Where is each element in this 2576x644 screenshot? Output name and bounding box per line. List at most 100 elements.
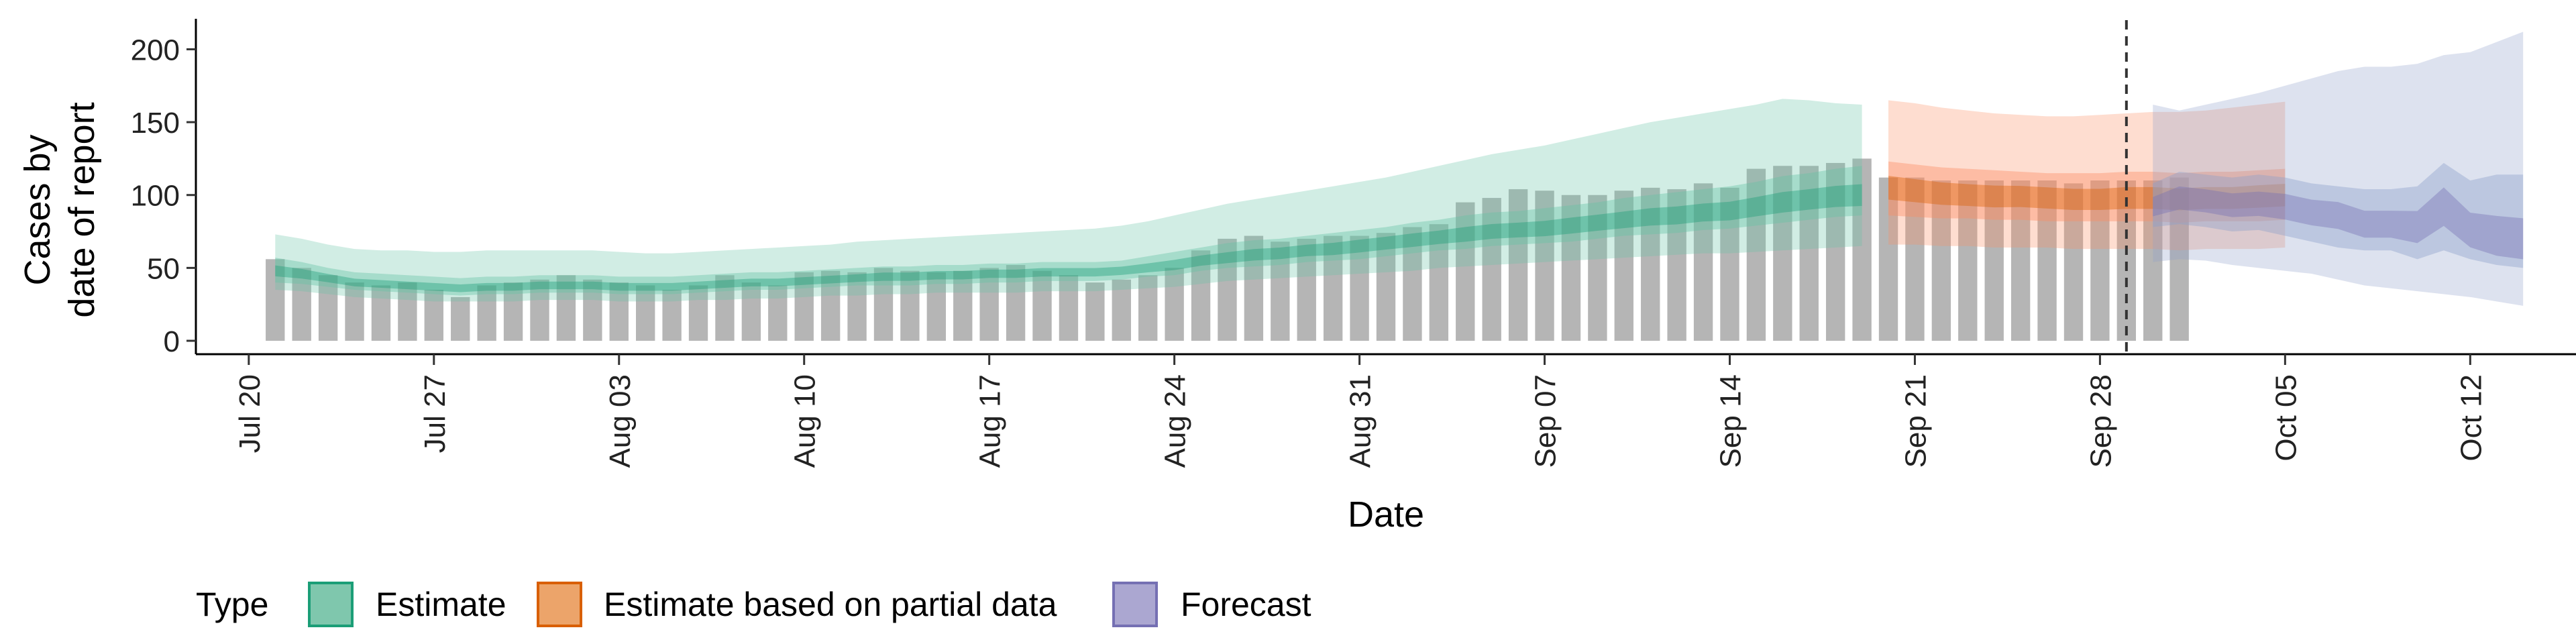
observed-bar <box>1773 166 1792 341</box>
observed-bar <box>2169 177 2189 341</box>
observed-bar <box>1799 166 1819 341</box>
observed-bar <box>1878 177 1898 341</box>
forecast-median-band <box>2153 186 2524 260</box>
observed-bar <box>1138 275 1158 341</box>
y-axis-title-line-2: date of report <box>62 102 102 317</box>
x-tick-label: Jul 20 <box>233 374 266 453</box>
x-tick-label: Aug 24 <box>1159 374 1192 468</box>
observed-bar <box>2037 180 2057 341</box>
observed-bar <box>398 282 417 341</box>
observed-bar <box>1323 235 1343 341</box>
x-tick-label: Jul 27 <box>419 374 451 453</box>
observed-bar <box>1852 158 1872 341</box>
x-tick-label: Aug 31 <box>1344 374 1377 468</box>
observed-bar <box>1376 233 1396 341</box>
observed-bar <box>371 285 391 341</box>
legend-label-estimate: Estimate <box>376 586 506 623</box>
forecast-outer-band <box>2153 32 2524 306</box>
legend-label-forecast: Forecast <box>1181 586 1311 623</box>
observed-bar <box>583 279 602 341</box>
y-tick-label: 100 <box>131 180 180 213</box>
observed-bar <box>1191 250 1211 341</box>
x-tick-label: Aug 03 <box>604 374 637 468</box>
observed-bar <box>635 285 655 341</box>
observed-bar <box>926 272 947 341</box>
observed-bar <box>1112 279 1131 341</box>
observed-bar <box>1429 224 1449 341</box>
observed-bar <box>1825 162 1845 341</box>
observed-bar <box>266 259 285 341</box>
x-tick-label: Sep 21 <box>1899 374 1932 468</box>
observed-bar <box>1958 180 1978 341</box>
observed-bar <box>662 289 682 341</box>
observed-bar <box>847 272 867 341</box>
observed-bar <box>1403 227 1422 341</box>
y-axis-title-line-1: Cases by <box>17 134 58 285</box>
observed-bar <box>1641 187 1660 341</box>
y-tick-label: 50 <box>147 252 180 285</box>
observed-bar <box>794 272 814 341</box>
x-tick-label: Sep 28 <box>2084 374 2117 468</box>
estimate-inner-band <box>275 166 1862 296</box>
observed-bar <box>2090 180 2110 341</box>
observed-bar <box>609 282 629 341</box>
partial-inner-band <box>1888 161 2286 223</box>
observed-bar <box>1482 198 1501 341</box>
y-tick-label: 0 <box>164 325 180 358</box>
observed-bar <box>1588 195 1607 341</box>
partial-outer-band <box>1888 100 2286 251</box>
y-axis-title: Cases by date of report <box>17 102 102 317</box>
observed-bar <box>292 268 311 341</box>
observed-bar <box>2143 180 2163 341</box>
observed-bar <box>688 285 708 341</box>
x-tick-label: Sep 14 <box>1714 374 1747 468</box>
observed-bar <box>1931 180 1951 341</box>
x-tick-label: Sep 07 <box>1529 374 1562 468</box>
observed-bar <box>715 275 735 341</box>
x-tick-label: Aug 17 <box>974 374 1007 468</box>
y-tick-label: 150 <box>131 107 180 140</box>
observed-bar <box>451 297 470 341</box>
x-axis-title: Date <box>1348 494 1424 535</box>
observed-bar <box>1165 268 1184 341</box>
observed-bar <box>1218 238 1237 341</box>
observed-bar <box>530 279 549 341</box>
legend-title: Type <box>196 586 268 623</box>
observed-bar <box>979 268 999 341</box>
estimate-median-band <box>275 184 1862 292</box>
observed-bar <box>1535 191 1554 341</box>
observed-bar <box>873 268 894 341</box>
observed-bar <box>1244 235 1264 341</box>
observed-bar <box>2010 180 2031 341</box>
legend-item-partial: Estimate based on partial data <box>537 582 1057 627</box>
observed-bar <box>1085 282 1105 341</box>
legend: Type Estimate Estimate based on partial … <box>196 582 1311 627</box>
observed-bar <box>1508 189 1528 341</box>
observed-bar <box>1297 238 1316 341</box>
observed-bar <box>1905 177 1925 341</box>
observed-bar <box>424 289 443 341</box>
estimate-outer-band <box>275 99 1862 302</box>
observed-bar <box>1059 275 1079 341</box>
axes: 0 50 100 150 200 Jul 20 Jul 27 Aug 03 Aug 10 Aug … <box>131 19 2576 468</box>
observed-bar <box>503 282 523 341</box>
observed-bar <box>768 285 788 341</box>
legend-label-partial: Estimate based on partial data <box>604 586 1057 623</box>
plot-area <box>266 20 2524 353</box>
observed-bar <box>1614 191 1633 341</box>
observed-bar <box>1667 189 1686 341</box>
observed-bar <box>318 275 338 341</box>
observed-bar <box>1006 265 1026 341</box>
x-tick-label: Oct 05 <box>2269 374 2302 462</box>
observed-bar <box>1984 180 2004 341</box>
observed-bar <box>1350 235 1369 341</box>
observed-bar <box>345 282 364 341</box>
observed-bar <box>477 285 496 341</box>
forecast-inner-band <box>2153 162 2524 268</box>
observed-bar <box>900 270 920 341</box>
legend-key-forecast <box>1112 582 1158 627</box>
observed-bar <box>1746 168 1766 341</box>
y-tick-label: 200 <box>131 34 180 66</box>
observed-bar <box>556 275 576 341</box>
